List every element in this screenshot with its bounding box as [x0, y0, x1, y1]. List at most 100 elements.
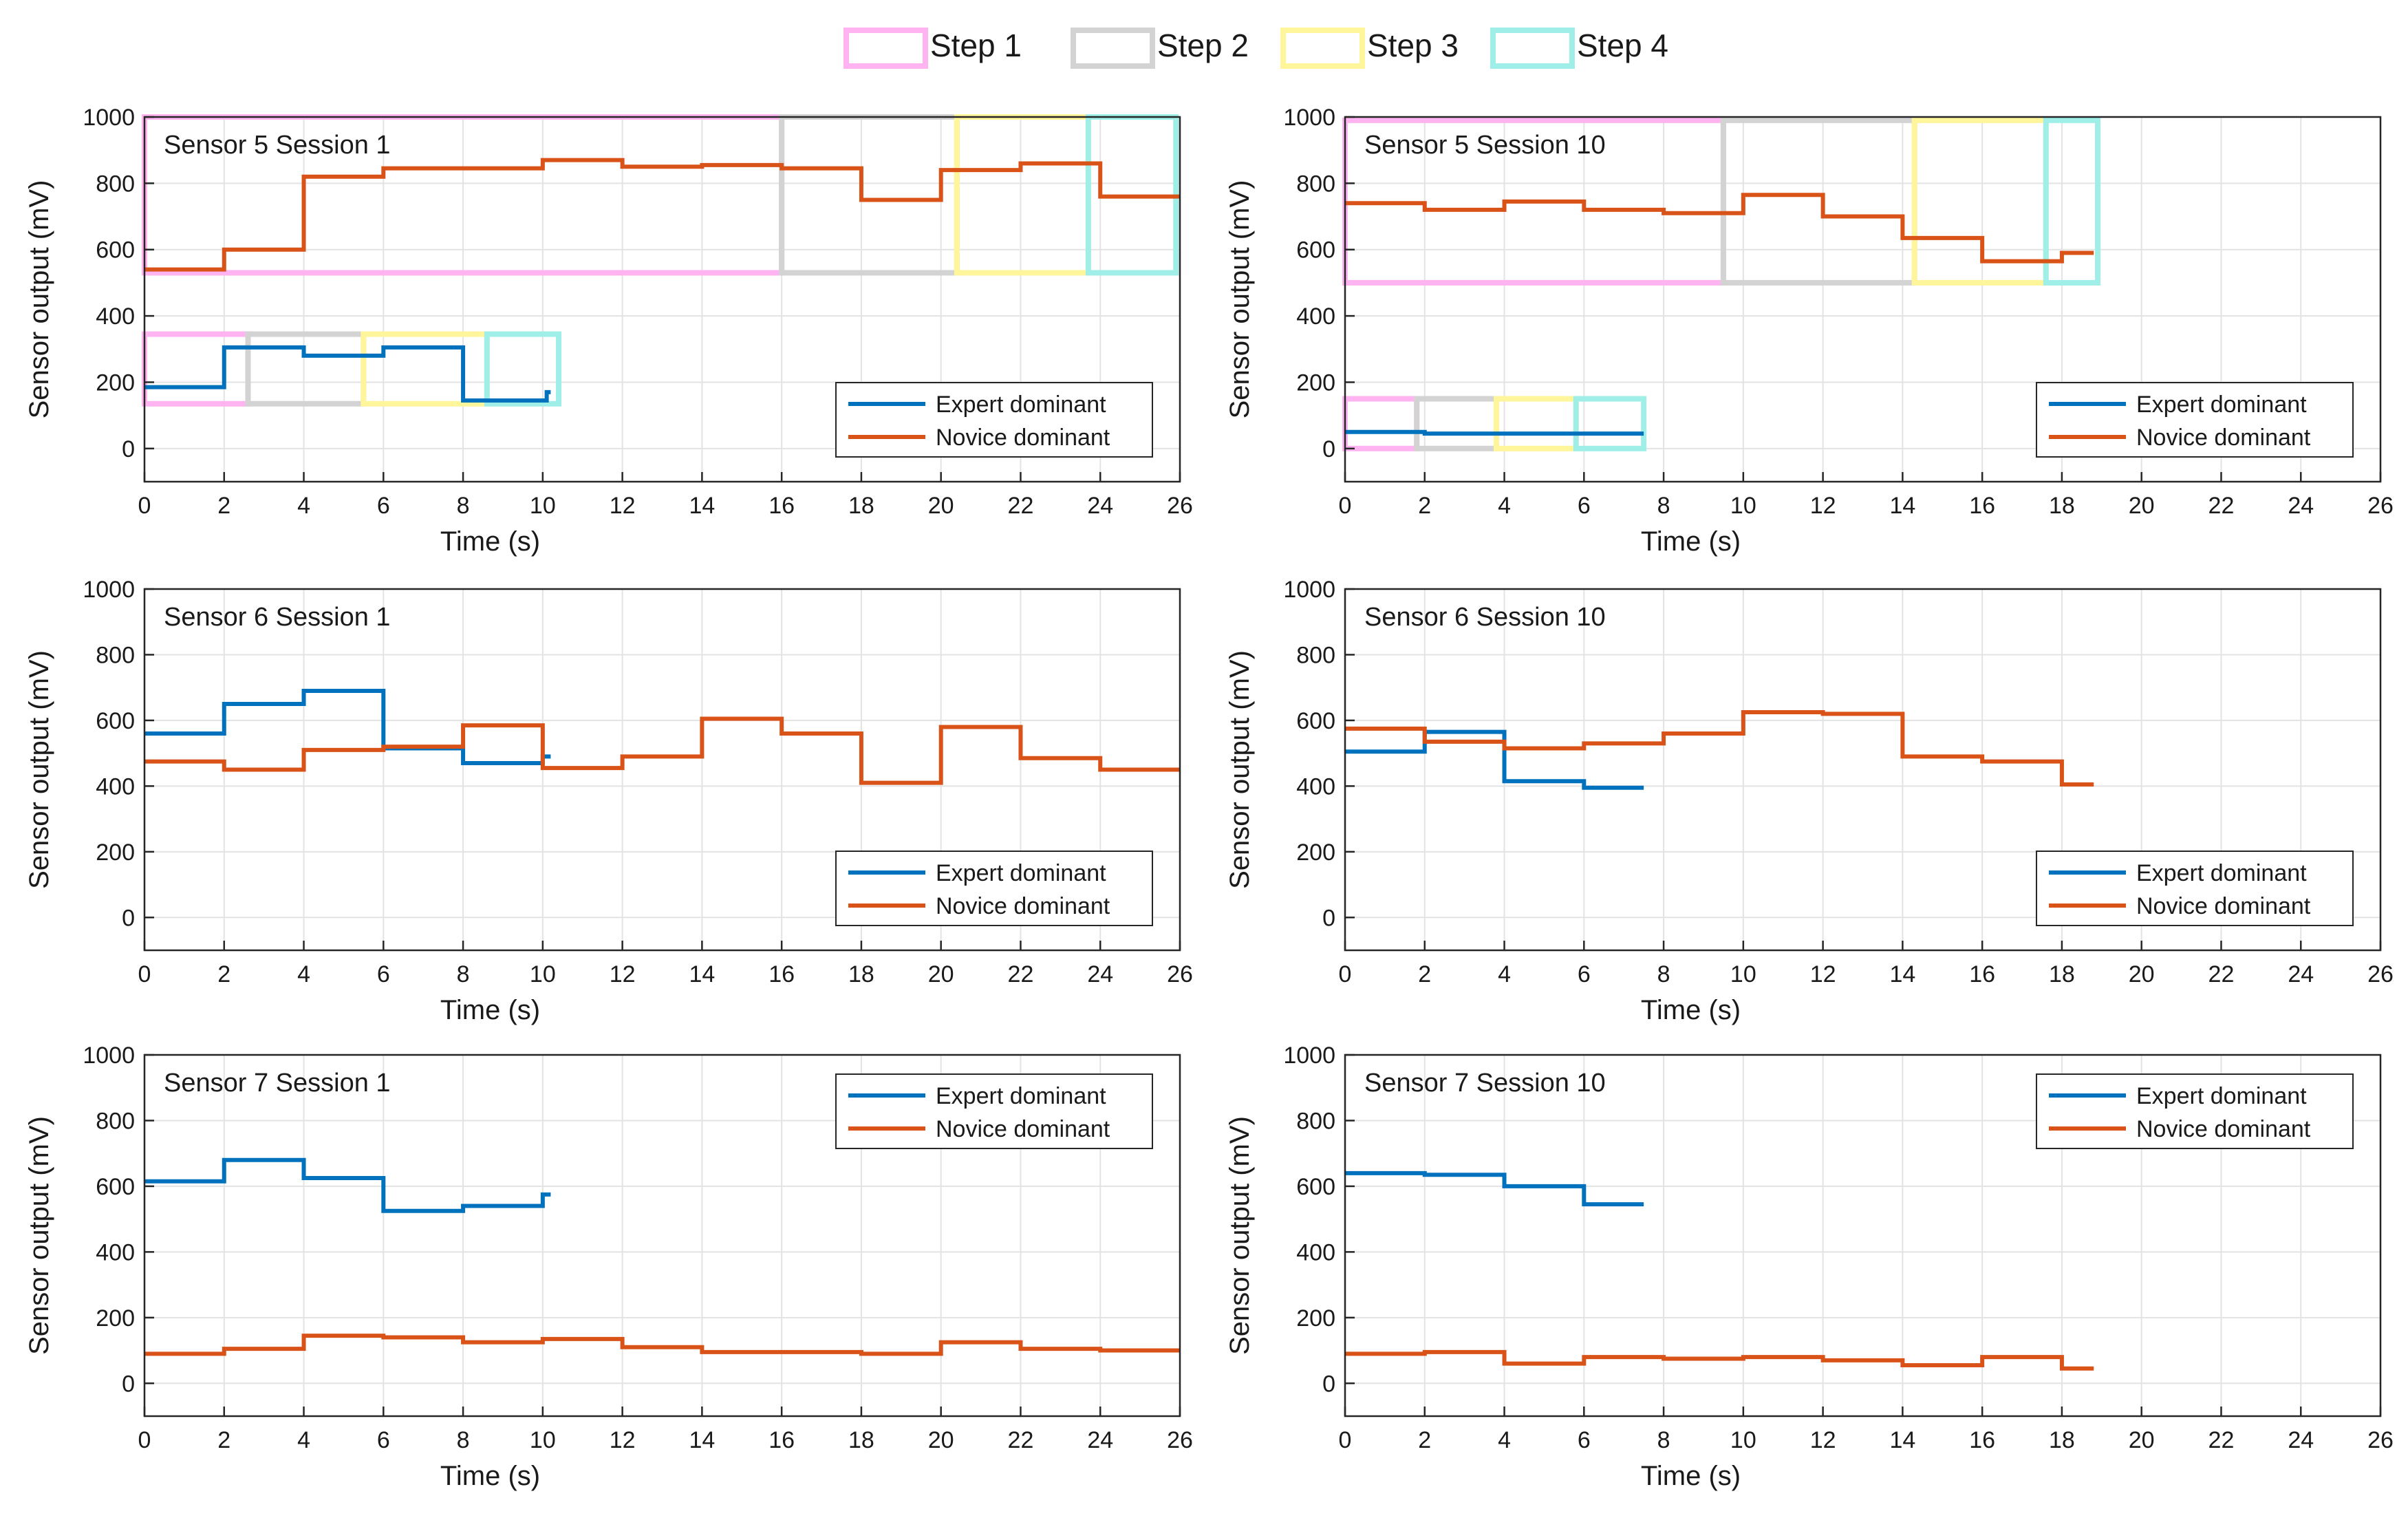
y-axis-label: Sensor output (mV) [24, 650, 54, 889]
x-tick-label: 22 [1008, 493, 1034, 519]
series-legend: Expert dominant Novice dominant [835, 851, 1153, 926]
x-tick-label: 2 [1418, 961, 1431, 987]
x-tick-label: 6 [1578, 1427, 1591, 1453]
x-tick-label: 6 [1578, 961, 1591, 987]
x-tick-label: 8 [1657, 493, 1670, 519]
step-box-step3 [361, 331, 490, 407]
series-legend-label: Novice dominant [2136, 425, 2311, 451]
y-tick-label: 800 [1296, 1108, 1335, 1134]
x-tick-label: 8 [457, 961, 470, 987]
x-tick-label: 14 [1889, 493, 1915, 519]
x-tick-label: 2 [1418, 1427, 1431, 1453]
x-tick-label: 18 [2049, 493, 2075, 519]
x-tick-label: 26 [1167, 961, 1193, 987]
y-tick-label: 600 [1296, 1174, 1335, 1200]
step-box-step4 [1573, 396, 1647, 451]
series-line-novice [144, 1334, 1180, 1356]
x-tick-label: 24 [1087, 1427, 1113, 1453]
x-tick-label: 26 [2367, 961, 2394, 987]
series-line-novice [1345, 193, 2094, 264]
x-tick-label: 0 [1339, 493, 1352, 519]
x-tick-label: 8 [457, 1427, 470, 1453]
panel-title: Sensor 6 Session 10 [1364, 603, 1606, 632]
x-tick-label: 12 [610, 493, 636, 519]
panel-title: Sensor 6 Session 1 [164, 603, 391, 632]
panel-title: Sensor 7 Session 10 [1364, 1069, 1606, 1098]
y-tick-label: 600 [96, 237, 135, 264]
y-axis-label: Sensor output (mV) [24, 1116, 54, 1355]
y-tick-label: 1000 [1283, 105, 1335, 131]
series-legend-label: Novice dominant [2136, 1116, 2311, 1142]
y-tick-label: 600 [96, 1174, 135, 1200]
step-box-step2 [1414, 396, 1499, 451]
panel-title: Sensor 7 Session 1 [164, 1069, 391, 1098]
x-tick-label: 16 [1969, 1427, 1995, 1453]
x-tick-label: 10 [530, 493, 556, 519]
y-tick-label: 200 [1296, 370, 1335, 396]
series-legend-box [2036, 851, 2354, 926]
x-tick-label: 6 [377, 493, 390, 519]
y-tick-label: 800 [1296, 171, 1335, 197]
x-tick-label: 18 [848, 1427, 874, 1453]
y-tick-label: 1000 [83, 577, 135, 603]
x-tick-label: 22 [1008, 961, 1034, 987]
y-tick-label: 1000 [1283, 1042, 1335, 1069]
axes-box [1344, 588, 2382, 952]
x-tick-label: 0 [138, 961, 151, 987]
x-tick-label: 4 [1498, 961, 1511, 987]
y-tick-label: 200 [96, 370, 135, 396]
step-box-step2 [1720, 117, 1917, 286]
x-tick-label: 20 [2129, 961, 2155, 987]
x-tick-label: 14 [689, 1427, 715, 1453]
y-tick-label: 800 [96, 1108, 135, 1134]
x-tick-label: 12 [610, 961, 636, 987]
y-tick-label: 400 [1296, 1239, 1335, 1265]
series-legend-label: Expert dominant [936, 860, 1106, 886]
x-tick-label: 2 [217, 493, 230, 519]
x-tick-label: 20 [2129, 493, 2155, 519]
y-tick-label: 600 [96, 708, 135, 734]
x-tick-label: 2 [1418, 493, 1431, 519]
x-tick-label: 26 [1167, 493, 1193, 519]
series-legend-box [835, 1073, 1153, 1149]
y-tick-label: 400 [96, 773, 135, 800]
x-tick-label: 26 [1167, 1427, 1193, 1453]
x-tick-label: 8 [1657, 1427, 1670, 1453]
x-tick-label: 14 [1889, 1427, 1915, 1453]
y-tick-label: 800 [96, 171, 135, 197]
x-tick-label: 12 [610, 1427, 636, 1453]
y-tick-label: 200 [1296, 840, 1335, 866]
series-legend-box [2036, 382, 2354, 458]
x-axis-label: Time (s) [440, 995, 540, 1025]
x-tick-label: 14 [1889, 961, 1915, 987]
series-legend: Expert dominant Novice dominant [2036, 382, 2354, 458]
step-legend-swatch [1071, 28, 1155, 69]
chart-panel: 0 2 4 6 8 10 12 14 16 18 20 22 24 2602004006008001000… [1225, 577, 2394, 1025]
chart-panel: 0 2 4 6 8 10 12 14 16 18 20 22 24 2602004006008001000… [24, 1042, 1193, 1491]
y-axis-label: Sensor output (mV) [24, 180, 54, 419]
y-tick-label: 200 [96, 1305, 135, 1332]
x-tick-label: 26 [2367, 1427, 2394, 1453]
step-box-step2 [245, 331, 367, 407]
x-tick-label: 20 [928, 493, 954, 519]
axes-box [143, 588, 1181, 952]
series-legend-label: Novice dominant [936, 425, 1110, 451]
x-tick-label: 12 [1810, 493, 1836, 519]
step-box-step4 [484, 331, 561, 407]
x-tick-label: 18 [848, 961, 874, 987]
chart-panel: 0 2 4 6 8 10 12 14 16 18 20 22 24 2602004006008001000… [24, 577, 1193, 1025]
series-line-expert [144, 345, 551, 403]
y-tick-label: 1000 [1283, 577, 1335, 603]
x-tick-label: 18 [848, 493, 874, 519]
y-axis-label: Sensor output (mV) [1225, 1116, 1255, 1355]
series-line-expert [1345, 1170, 1644, 1207]
x-tick-label: 10 [530, 961, 556, 987]
y-tick-label: 800 [96, 642, 135, 668]
x-tick-label: 6 [377, 1427, 390, 1453]
x-tick-label: 22 [2208, 961, 2235, 987]
series-legend: Expert dominant Novice dominant [835, 1073, 1153, 1149]
panel-title: Sensor 5 Session 1 [164, 131, 391, 160]
series-legend-label: Expert dominant [2136, 392, 2307, 418]
x-tick-label: 12 [1810, 961, 1836, 987]
